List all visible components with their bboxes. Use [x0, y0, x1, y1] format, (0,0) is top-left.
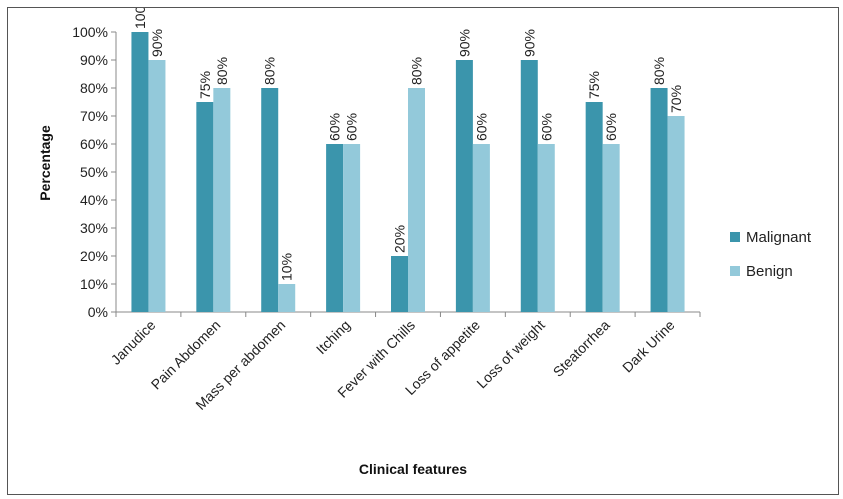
bar-malignant — [455, 60, 473, 312]
bar-malignant — [650, 88, 668, 312]
legend-swatch-malignant — [730, 232, 740, 242]
bar-benign — [667, 116, 685, 312]
bar-malignant — [196, 102, 214, 312]
category-label: Itching — [313, 317, 353, 357]
bar-benign — [408, 88, 425, 312]
chart-frame: 0% 10% 20% 30% 40% 50% 60% 70% 80% 90% 100% Janudic… — [7, 7, 839, 495]
category-label: Steatorrhea — [550, 317, 613, 380]
data-label: 60% — [603, 113, 619, 141]
x-axis-title: Clinical features — [359, 461, 467, 477]
data-label: 75% — [197, 71, 213, 99]
bar-benign — [537, 144, 555, 312]
bar-benign — [472, 144, 490, 312]
legend-label-malignant: Malignant — [746, 229, 812, 246]
bar-malignant — [520, 60, 538, 312]
data-label: 75% — [586, 71, 602, 99]
y-axis-title: Percentage — [37, 125, 53, 201]
bar-benign — [278, 284, 296, 312]
legend: Malignant Benign — [730, 229, 812, 280]
data-label: 80% — [214, 57, 230, 85]
y-tick-label: 50% — [80, 164, 108, 180]
data-label: 60% — [344, 113, 360, 141]
legend-swatch-benign — [730, 266, 740, 276]
y-tick-label: 20% — [80, 248, 108, 264]
data-label: 60% — [327, 113, 343, 141]
category-label: Dark Urine — [619, 317, 678, 376]
bars — [131, 32, 685, 312]
y-tick-label: 80% — [80, 80, 108, 96]
data-label: 80% — [651, 57, 667, 85]
category-label: Loss of weight — [473, 317, 548, 392]
bar-malignant — [391, 256, 408, 312]
y-tick-label: 90% — [80, 52, 108, 68]
data-label: 70% — [668, 85, 684, 113]
data-label: 60% — [538, 113, 554, 141]
y-tick-label: 100% — [72, 24, 108, 40]
bar-benign — [213, 88, 231, 312]
y-tick-label: 60% — [80, 136, 108, 152]
category-label: Janudice — [108, 317, 159, 368]
data-label: 100% — [132, 8, 148, 29]
y-tick-label: 30% — [80, 220, 108, 236]
bar-benign — [602, 144, 620, 312]
bar-malignant — [326, 144, 344, 312]
data-label: 80% — [409, 57, 425, 85]
data-labels: 100%75% 80%60%20%90% 90%75% 80%90%80%10%60%… — [132, 8, 684, 281]
y-tick-label: 10% — [80, 276, 108, 292]
bar-malignant — [131, 32, 149, 312]
bar-chart: 0%10%20%30%40%50%60%70%80%90%100%Janudic… — [37, 8, 812, 477]
data-label: 20% — [392, 225, 408, 253]
bar-benign — [148, 60, 166, 312]
data-label: 90% — [521, 29, 537, 57]
data-label: 60% — [473, 113, 489, 141]
bar-malignant — [585, 102, 603, 312]
y-tick-label: 0% — [88, 304, 108, 320]
legend-label-benign: Benign — [746, 263, 793, 280]
y-tick-label: 40% — [80, 192, 108, 208]
data-label: 10% — [279, 253, 295, 281]
y-tick-label: 70% — [80, 108, 108, 124]
bar-benign — [343, 144, 361, 312]
bar-malignant — [261, 88, 279, 312]
data-label: 90% — [456, 29, 472, 57]
data-label: 80% — [262, 57, 278, 85]
data-label: 90% — [149, 29, 165, 57]
